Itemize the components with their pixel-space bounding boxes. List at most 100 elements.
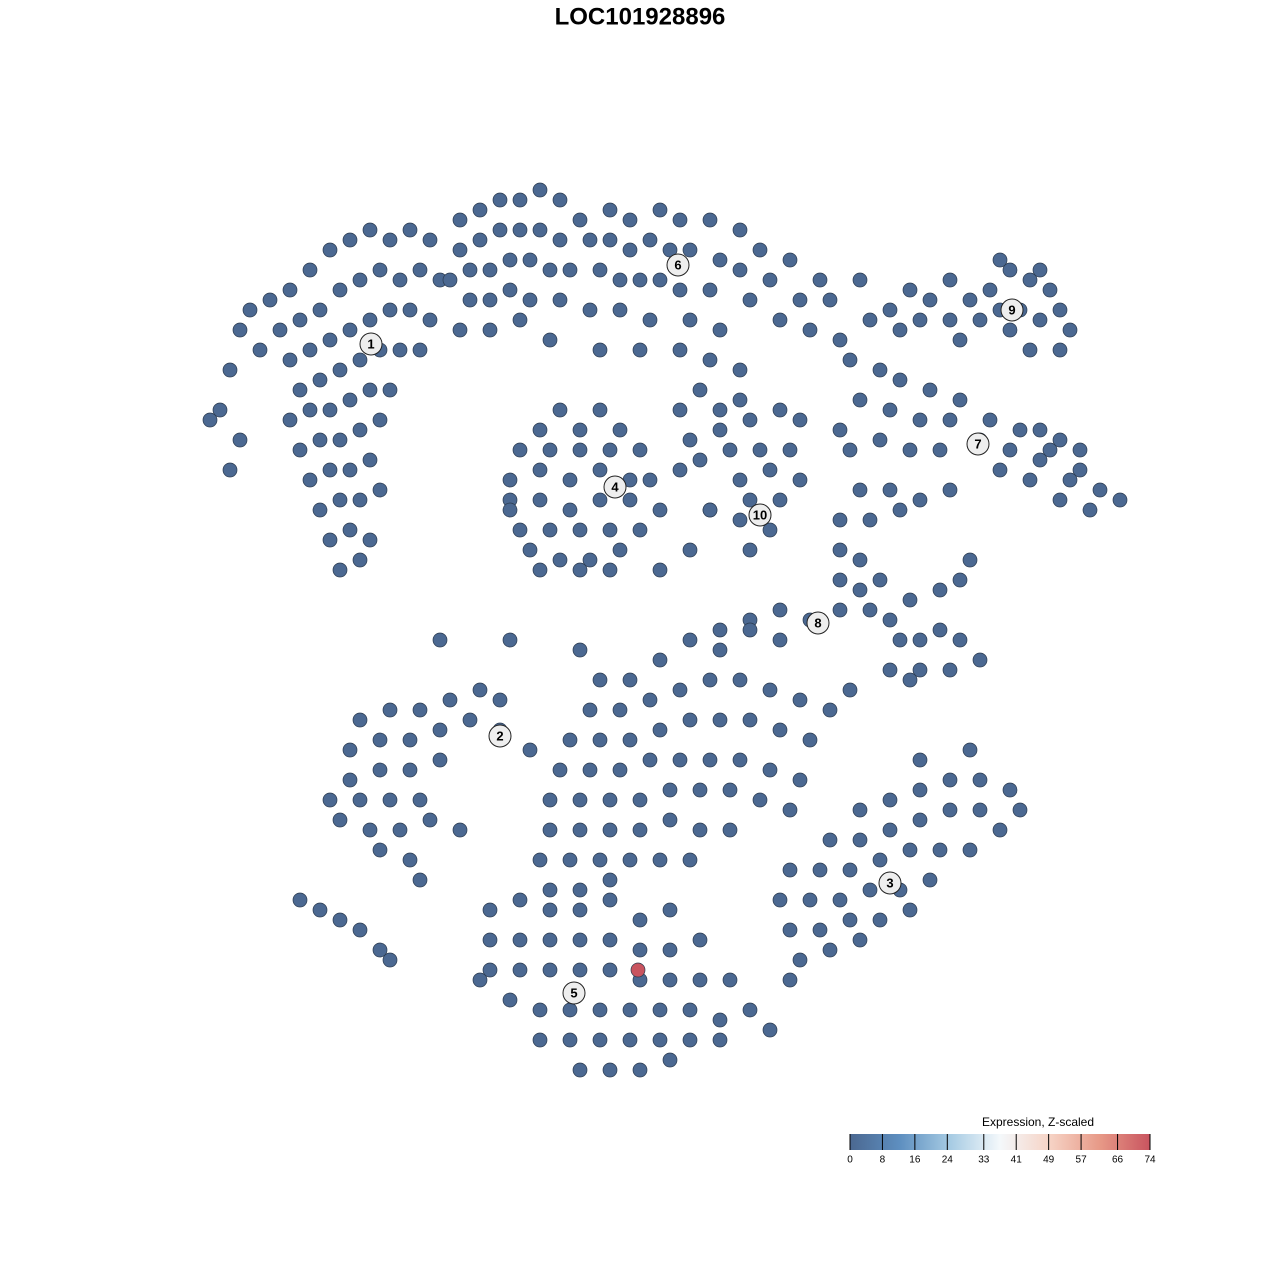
point (912, 492, 928, 508)
point (762, 462, 778, 478)
point (692, 822, 708, 838)
point (592, 402, 608, 418)
point (792, 772, 808, 788)
point (942, 662, 958, 678)
point (602, 442, 618, 458)
point (432, 722, 448, 738)
point (912, 412, 928, 428)
point (652, 852, 668, 868)
point (882, 482, 898, 498)
point (882, 402, 898, 418)
point (592, 262, 608, 278)
point (572, 792, 588, 808)
point (902, 902, 918, 918)
point (1032, 452, 1048, 468)
point (402, 732, 418, 748)
point (852, 932, 868, 948)
point (492, 192, 508, 208)
point (942, 482, 958, 498)
cluster-label: 3 (886, 875, 893, 890)
point (712, 622, 728, 638)
point (972, 652, 988, 668)
point (552, 762, 568, 778)
point (462, 712, 478, 728)
point (1002, 442, 1018, 458)
point (532, 562, 548, 578)
point (372, 412, 388, 428)
point (432, 632, 448, 648)
point (712, 1032, 728, 1048)
point (672, 402, 688, 418)
point (672, 752, 688, 768)
point (572, 882, 588, 898)
point (782, 442, 798, 458)
point (532, 492, 548, 508)
point (552, 552, 568, 568)
point (372, 942, 388, 958)
point (872, 572, 888, 588)
point (882, 302, 898, 318)
point (902, 442, 918, 458)
point (622, 1002, 638, 1018)
point (362, 222, 378, 238)
point (682, 242, 698, 258)
point (292, 382, 308, 398)
cluster-label: 4 (611, 479, 619, 494)
point (572, 962, 588, 978)
point (732, 472, 748, 488)
point (272, 322, 288, 338)
point (952, 332, 968, 348)
point (732, 752, 748, 768)
point (922, 872, 938, 888)
point (942, 312, 958, 328)
point (622, 732, 638, 748)
point (472, 232, 488, 248)
point (372, 762, 388, 778)
point (762, 272, 778, 288)
point (882, 612, 898, 628)
point (452, 822, 468, 838)
point (532, 1002, 548, 1018)
point (772, 492, 788, 508)
point (582, 762, 598, 778)
point (872, 852, 888, 868)
point (822, 832, 838, 848)
point (682, 852, 698, 868)
point (1042, 282, 1058, 298)
point (832, 572, 848, 588)
point (692, 452, 708, 468)
point (702, 672, 718, 688)
point (992, 462, 1008, 478)
point (842, 862, 858, 878)
point (602, 232, 618, 248)
point (542, 332, 558, 348)
point (512, 932, 528, 948)
point (882, 822, 898, 838)
point (862, 512, 878, 528)
point (942, 272, 958, 288)
colorbar-tick-label: 16 (909, 1155, 921, 1166)
point (562, 262, 578, 278)
point (842, 352, 858, 368)
point (902, 592, 918, 608)
point (742, 622, 758, 638)
point (1022, 342, 1038, 358)
point (982, 282, 998, 298)
point (702, 212, 718, 228)
point (672, 212, 688, 228)
point (962, 552, 978, 568)
point (352, 272, 368, 288)
point (782, 862, 798, 878)
point (302, 402, 318, 418)
point (632, 1062, 648, 1078)
point (362, 532, 378, 548)
point (562, 732, 578, 748)
point (512, 222, 528, 238)
point (542, 962, 558, 978)
point (812, 862, 828, 878)
point (482, 902, 498, 918)
point (762, 762, 778, 778)
point (322, 462, 338, 478)
point (632, 822, 648, 838)
point (922, 382, 938, 398)
